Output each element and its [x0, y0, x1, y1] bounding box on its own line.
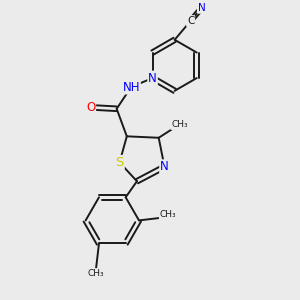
Text: CH₃: CH₃: [160, 210, 176, 219]
Text: N: N: [148, 72, 157, 85]
Text: N: N: [198, 3, 206, 13]
Text: O: O: [86, 101, 95, 114]
Text: C: C: [187, 16, 194, 26]
Text: NH: NH: [122, 80, 140, 94]
Text: CH₃: CH₃: [171, 120, 188, 129]
Text: CH₃: CH₃: [88, 269, 104, 278]
Text: N: N: [160, 160, 169, 173]
Text: S: S: [116, 156, 124, 169]
